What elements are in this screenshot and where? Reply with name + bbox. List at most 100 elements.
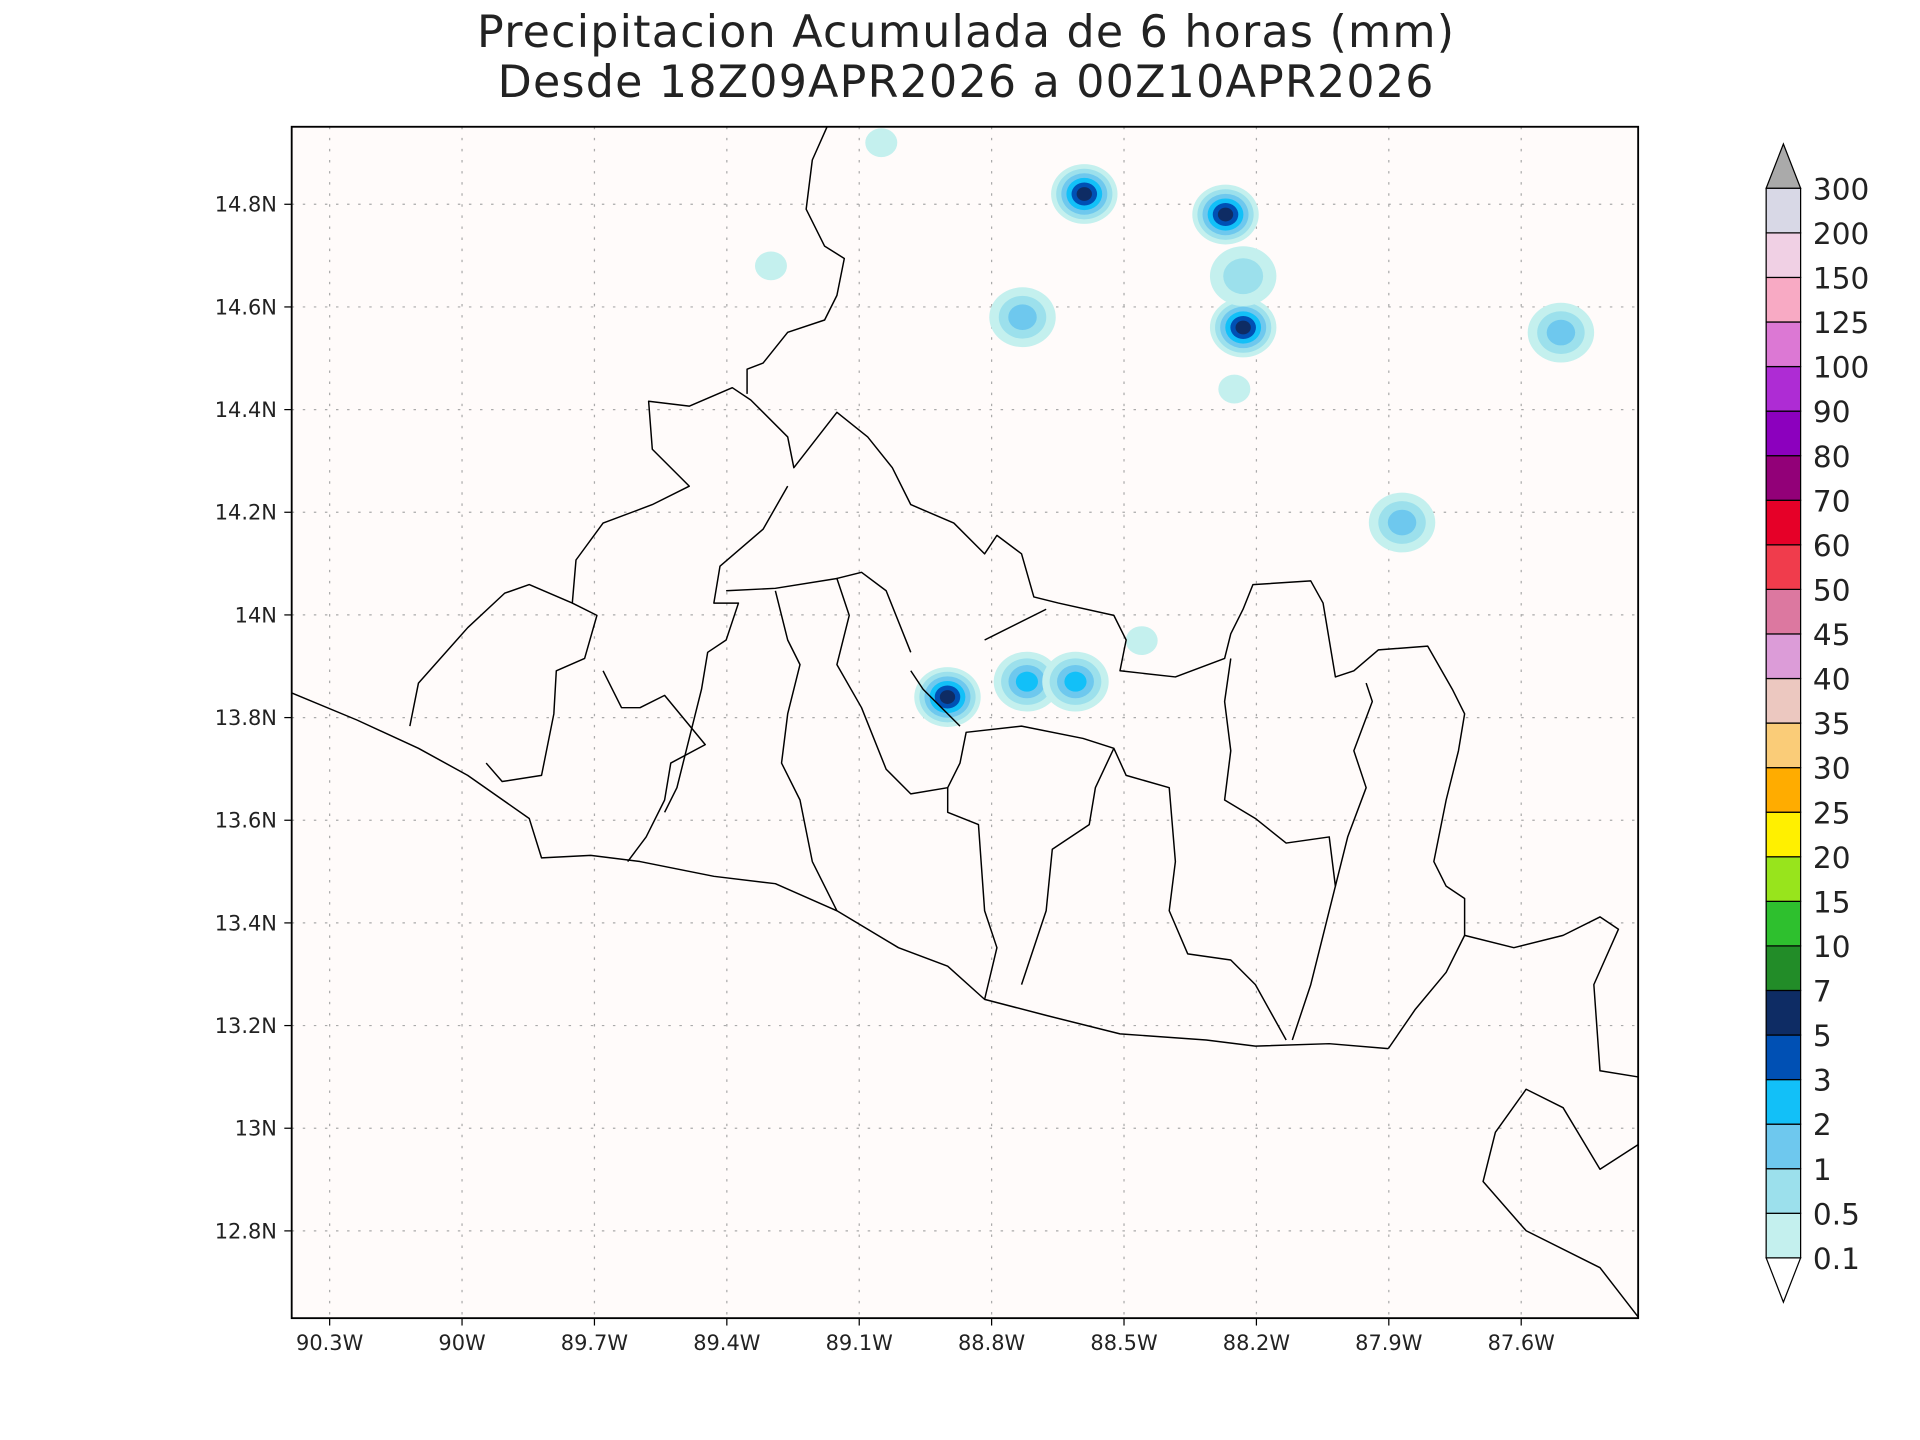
- colorbar-band: [1765, 232, 1802, 279]
- colorbar-label: 1: [1813, 1153, 1832, 1187]
- precip-contour: [1387, 509, 1417, 536]
- colorbar-label: 80: [1813, 440, 1851, 474]
- boundary-line: [1223, 658, 1337, 1041]
- colorbar-band: [1765, 499, 1802, 546]
- precip-contour: [939, 690, 956, 704]
- colorbar-band: [1765, 276, 1802, 323]
- boundary-line: [1334, 682, 1374, 887]
- precip-contour: [1235, 320, 1251, 335]
- colorbar-band: [1765, 677, 1802, 724]
- colorbar-label: 25: [1813, 796, 1851, 830]
- y-tick-label: 14.6N: [215, 295, 277, 319]
- precip-contour: [1076, 187, 1092, 201]
- colorbar-band: [1765, 1168, 1802, 1214]
- y-tick-label: 13.6N: [215, 809, 277, 833]
- x-tick-label: 87.6W: [1488, 1331, 1555, 1355]
- axis-ticks: 90.3W 90W 89.7W 89.4W 89.1W 88.8W 88.5W 88.2W 87…: [215, 193, 1555, 1355]
- colorbar-band: [1765, 633, 1802, 680]
- colorbar-band: [1765, 410, 1802, 457]
- x-tick-label: 89.4W: [693, 1331, 760, 1355]
- y-tick-label: 14.4N: [215, 398, 277, 422]
- colorbar-label: 90: [1813, 395, 1851, 429]
- colorbar-band: [1765, 989, 1802, 1036]
- colorbar-label: 60: [1813, 529, 1851, 563]
- chart-subtitle: Desde 18Z09APR2026 a 00Z10APR2026: [498, 57, 1435, 108]
- colorbar-label: 200: [1813, 217, 1869, 251]
- colorbar-label: 0.1: [1813, 1242, 1860, 1276]
- colorbar-label: 300: [1813, 172, 1869, 206]
- y-tick-label: 13.8N: [215, 706, 277, 730]
- colorbar-label: 0.5: [1813, 1197, 1860, 1231]
- boundary-line: [1482, 1088, 1639, 1318]
- colorbar-label: 30: [1813, 752, 1851, 786]
- colorbar-band: [1765, 588, 1802, 635]
- colorbar-under-triangle: [1765, 1257, 1802, 1304]
- colorbar-label: 7: [1813, 975, 1832, 1009]
- x-tick-label: 88.2W: [1223, 1331, 1290, 1355]
- boundary-line: [663, 485, 789, 813]
- y-tick-label: 13N: [235, 1117, 277, 1141]
- colorbar-band: [1765, 811, 1802, 858]
- colorbar-band: [1765, 722, 1802, 769]
- colorbar-label: 100: [1813, 351, 1869, 385]
- colorbar-band: [1765, 856, 1802, 902]
- colorbar-label: 70: [1813, 484, 1851, 518]
- colorbar-band: [1765, 767, 1802, 813]
- precip-contour: [1218, 374, 1251, 404]
- colorbar-label: 5: [1813, 1019, 1832, 1053]
- colorbar-label: 20: [1813, 841, 1851, 875]
- y-tick-label: 12.8N: [215, 1219, 277, 1243]
- precip-contour: [1546, 319, 1576, 346]
- x-tick-label: 90.3W: [296, 1331, 363, 1355]
- precipitation-cells: [754, 128, 1595, 727]
- y-tick-label: 13.2N: [215, 1014, 277, 1038]
- colorbar-band: [1765, 945, 1802, 992]
- x-tick-label: 88.5W: [1090, 1331, 1157, 1355]
- x-tick-label: 87.9W: [1355, 1331, 1422, 1355]
- colorbar-label: 50: [1813, 573, 1851, 607]
- boundary-line: [1387, 916, 1639, 1078]
- y-tick-label: 14N: [235, 603, 277, 627]
- boundary-line: [726, 577, 1287, 1041]
- colorbar-label: 15: [1813, 885, 1851, 919]
- colorbar-over-triangle: [1765, 142, 1802, 189]
- boundary-line: [910, 670, 961, 727]
- boundary-line: [602, 670, 706, 862]
- colorbar-band: [1765, 321, 1802, 368]
- colorbar-band: [1765, 187, 1802, 234]
- y-tick-label: 14.2N: [215, 501, 277, 525]
- precip-contour: [1217, 207, 1234, 222]
- x-tick-label: 90W: [438, 1331, 485, 1355]
- boundary-line: [946, 787, 998, 1000]
- x-tick-label: 89.1W: [826, 1331, 893, 1355]
- y-tick-label: 13.4N: [215, 911, 277, 935]
- colorbar-band: [1765, 900, 1802, 947]
- precip-contour: [865, 128, 898, 158]
- x-tick-label: 88.8W: [958, 1331, 1025, 1355]
- colorbar-band: [1765, 455, 1802, 501]
- boundary-line: [1020, 747, 1115, 985]
- colorbar-band: [1765, 365, 1802, 412]
- boundary-line: [746, 126, 846, 394]
- boundary-line: [836, 571, 912, 653]
- boundary-line: [485, 602, 598, 783]
- x-tick-label: 89.7W: [561, 1331, 628, 1355]
- plot-frame: [290, 125, 1640, 1320]
- boundary-line: [409, 386, 1466, 936]
- precip-contour: [1008, 304, 1037, 331]
- colorbar-band: [1765, 544, 1802, 590]
- colorbar-label: 150: [1813, 262, 1869, 296]
- colorbar-label: 35: [1813, 707, 1851, 741]
- y-tick-label: 14.8N: [215, 193, 277, 217]
- boundary-line: [774, 590, 838, 912]
- colorbar-label: 10: [1813, 930, 1851, 964]
- borders-coastline: [291, 126, 1639, 1318]
- colorbar-label: 125: [1813, 306, 1869, 340]
- precip-contour: [1015, 671, 1039, 692]
- colorbar-label: 45: [1813, 618, 1851, 652]
- precip-contour: [1125, 626, 1158, 655]
- colorbar: 0.10.51235710152025303540455060708090100…: [1765, 142, 1869, 1304]
- colorbar-band: [1765, 1034, 1802, 1081]
- boundary-line: [984, 608, 1047, 641]
